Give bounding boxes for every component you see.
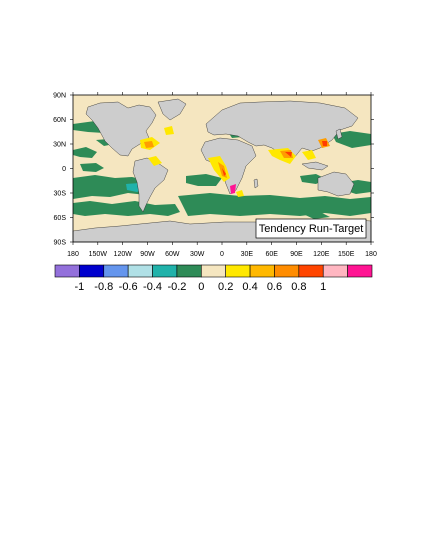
colorbar-label: -1 [74,281,84,293]
colorbar-label: -0.2 [167,281,186,293]
lat-label: 0 [62,166,66,173]
colorbar-swatch [176,264,202,278]
lat-label: 90N [53,93,66,100]
lon-label: 120E [313,251,330,258]
colorbar-label: 0.4 [242,281,257,293]
lat-label: 60N [53,117,66,124]
lon-label: 60E [265,251,278,258]
lon-label: 90W [140,251,155,258]
colorbar-label: 1 [320,281,326,293]
colorbar-swatch [322,264,348,278]
greenland [157,98,187,121]
colorbar-swatch [127,264,153,278]
lon-label: 180 [365,251,377,258]
lat-labels: 90N 60N 30N 0 30S 60S 90S [53,93,66,247]
positive-anomaly-regions [140,126,330,197]
colorbar-label: 0.2 [218,281,233,293]
australia [317,171,355,197]
lon-label: 150W [89,251,108,258]
colorbar-label: -0.6 [119,281,138,293]
lat-label: 30N [53,142,66,149]
colorbar: -1 -0.8 -0.6 -0.4 -0.2 0 0.2 0.4 0.6 0.8 1 [54,264,373,293]
lon-label: 150E [338,251,355,258]
colorbar-label: -0.4 [143,281,162,293]
colorbar-swatch [249,264,275,278]
colorbar-swatch [347,264,373,278]
lon-label: 30E [241,251,254,258]
south-america [132,157,169,213]
colorbar-swatch [274,264,300,278]
lon-label: 90E [290,251,303,258]
lat-label: 30S [54,191,67,198]
colorbar-swatch [54,264,80,278]
lon-label: 60W [165,251,180,258]
colorbar-label: -0.8 [94,281,113,293]
madagascar [253,178,259,189]
lon-label: 120W [114,251,133,258]
colorbar-swatch [79,264,105,278]
colorbar-swatch [201,264,226,278]
annotation-box: Tendency Run-Target [255,218,367,239]
land-masses [72,98,372,243]
colorbar-swatch [103,264,129,278]
lon-label: 0 [220,251,224,258]
colorbar-label: 0.6 [267,281,282,293]
colorbar-swatch [152,264,178,278]
annotation-text: Tendency Run-Target [259,223,364,235]
lon-axis [72,92,372,245]
indonesia [301,161,329,171]
colorbar-label: 0 [198,281,204,293]
lon-label: 30W [190,251,205,258]
colorbar-label: 0.8 [291,281,306,293]
colorbar-swatch [225,264,251,278]
lat-label: 60S [54,215,67,222]
africa [200,137,257,195]
map-panel: Tendency Run-Target 90N 60N 30N 0 30S 60… [53,92,377,258]
lon-label: 180 [67,251,79,258]
lon-labels: 180 150W 120W 90W 60W 30W 0 30E 60E 90E … [67,251,377,258]
lat-axis [70,94,374,243]
lat-label: 90S [54,240,67,247]
negative-anomaly-regions [73,121,371,219]
japan [335,128,343,140]
colorbar-swatch [298,264,324,278]
